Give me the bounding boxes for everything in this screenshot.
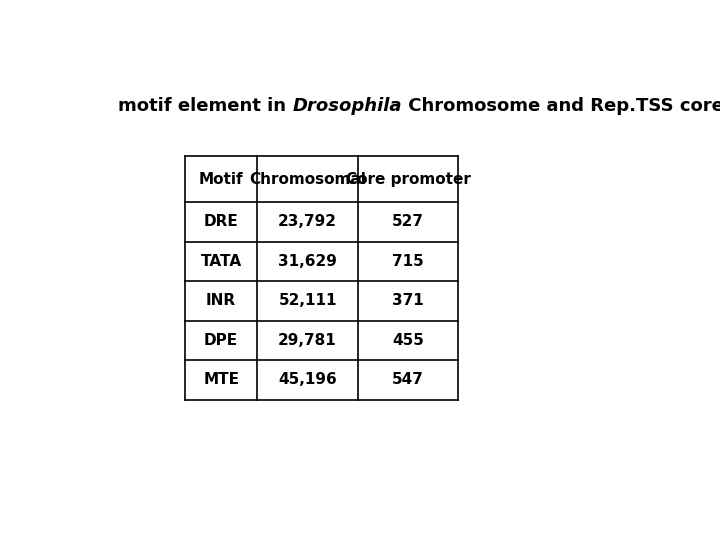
Text: Core promoter: Core promoter bbox=[346, 172, 470, 187]
Text: Chromosome and Rep.TSS core promoter: Chromosome and Rep.TSS core promoter bbox=[402, 97, 720, 116]
Text: motif element in: motif element in bbox=[118, 97, 292, 116]
Text: 23,792: 23,792 bbox=[278, 214, 337, 230]
Text: Motif: Motif bbox=[199, 172, 243, 187]
Text: 527: 527 bbox=[392, 214, 424, 230]
Text: MTE: MTE bbox=[203, 372, 239, 387]
Text: 715: 715 bbox=[392, 254, 424, 269]
Text: 547: 547 bbox=[392, 372, 424, 387]
Text: TATA: TATA bbox=[201, 254, 242, 269]
Text: Drosophila: Drosophila bbox=[292, 97, 402, 116]
Text: DRE: DRE bbox=[204, 214, 238, 230]
Text: 31,629: 31,629 bbox=[278, 254, 337, 269]
Text: 455: 455 bbox=[392, 333, 424, 348]
Text: 371: 371 bbox=[392, 293, 424, 308]
Text: INR: INR bbox=[206, 293, 236, 308]
Text: 45,196: 45,196 bbox=[278, 372, 337, 387]
Text: 29,781: 29,781 bbox=[278, 333, 337, 348]
Text: Chromosomal: Chromosomal bbox=[249, 172, 366, 187]
Text: 52,111: 52,111 bbox=[279, 293, 337, 308]
Text: DPE: DPE bbox=[204, 333, 238, 348]
